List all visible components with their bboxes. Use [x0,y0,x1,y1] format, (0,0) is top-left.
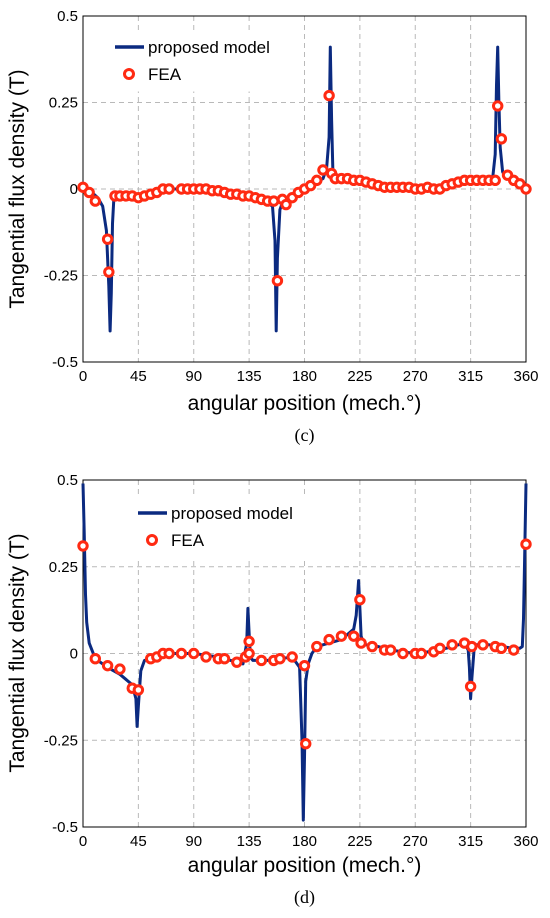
fea-point [163,647,175,660]
fea-point [489,174,501,187]
fea-point [323,89,335,102]
x-tick-label: 45 [130,368,147,385]
fea-point [101,659,114,672]
fea-point [132,684,145,696]
panel-caption: (c) [295,425,315,446]
fea-point [464,680,477,693]
legend-label-fea: FEA [148,65,182,84]
x-axis-label: angular position (mech.°) [188,392,422,415]
chart-panel-c: 0 45 90 135 180 225 270 315 360 0.5 0.25 0 -0.25 -0.5… [6,8,539,446]
y-axis-label: Tangential flux density (T) [6,533,29,772]
fea-point [255,654,268,667]
y-tick-label: -0.25 [44,732,78,749]
fea-point [491,100,504,112]
x-tick-label: 135 [237,833,262,850]
fea-point [355,637,367,649]
x-tick-label: 180 [292,833,317,850]
fea-point [218,653,231,665]
legend-label-proposed-model: proposed model [171,504,293,523]
fea-point [114,663,126,675]
fea-point [311,640,323,653]
x-tick-label: 360 [513,368,538,385]
fea-point [103,266,115,278]
fea-point [520,183,532,195]
x-tick-label: 0 [79,368,87,385]
fea-point [243,647,255,660]
x-axis-label: angular position (mech.°) [188,854,422,877]
fea-point [188,647,200,660]
x-tick-label: 360 [513,833,538,850]
legend-label-proposed-model: proposed model [148,38,270,57]
fea-point [311,174,323,187]
x-tick-label: 225 [347,368,372,385]
x-tick-label: 90 [185,833,202,850]
fea-point [507,644,520,656]
legend: proposed model FEA [109,30,301,92]
x-tick-label: 270 [403,833,428,850]
fea-point [77,540,89,552]
x-tick-label: 315 [458,833,483,850]
fea-point [477,639,489,651]
x-tick-label: 225 [347,833,372,850]
fea-point [415,647,428,660]
fea-point [200,651,212,663]
legend: proposed model FEA [132,496,324,558]
x-tick-label: 0 [79,833,87,850]
fea-point [274,653,286,665]
legend-box [132,496,324,558]
fea-point [397,647,409,660]
x-tick-label: 315 [458,368,483,385]
fea-point [348,630,360,642]
fea-point [495,133,508,145]
fea-point [298,659,311,672]
fea-point [520,538,532,550]
fea-point [175,647,188,660]
fea-point [163,183,175,195]
panel-caption: (d) [294,887,315,908]
x-tick-label: 90 [185,368,202,385]
fea-point [280,198,292,211]
legend-box [109,30,301,92]
x-tick-label: 270 [403,368,428,385]
fea-point [89,195,102,207]
fea-point [286,651,298,663]
fea-point [300,738,312,750]
x-tick-label: 45 [130,833,147,850]
y-tick-label: 0.25 [49,559,78,576]
legend-marker-swatch [123,68,135,80]
y-tick-label: -0.25 [44,268,78,285]
fea-point [231,656,243,668]
legend-marker-swatch [146,534,158,546]
fea-point [101,233,114,245]
chart-panel-d: 0 45 90 135 180 225 270 315 360 0.5 0.25 0 -0.25 -0.5… [6,472,539,908]
fea-point [366,640,378,653]
fea-point [354,594,366,606]
y-tick-label: 0 [70,181,78,198]
y-tick-label: -0.5 [52,354,78,371]
legend-label-fea: FEA [171,531,205,550]
fea-point [243,635,255,648]
fea-point [495,642,508,654]
y-tick-label: -0.5 [52,819,78,836]
y-tick-label: 0.25 [49,95,78,112]
plot-frame [82,479,527,828]
x-tick-label: 180 [292,368,317,385]
fea-point [434,642,446,654]
x-tick-label: 135 [237,368,262,385]
fea-point [89,653,102,665]
fea-point [268,195,280,207]
fea-point [83,186,95,199]
fea-point [323,633,335,646]
fea-point [335,630,348,642]
fea-point [446,639,458,651]
fea-point [271,274,284,287]
y-tick-label: 0.5 [57,472,78,489]
fea-point [466,640,478,653]
y-tick-label: 0.5 [57,8,78,25]
y-tick-label: 0 [70,646,78,663]
fea-point [384,644,397,656]
y-axis-label: Tangential flux density (T) [6,69,29,308]
